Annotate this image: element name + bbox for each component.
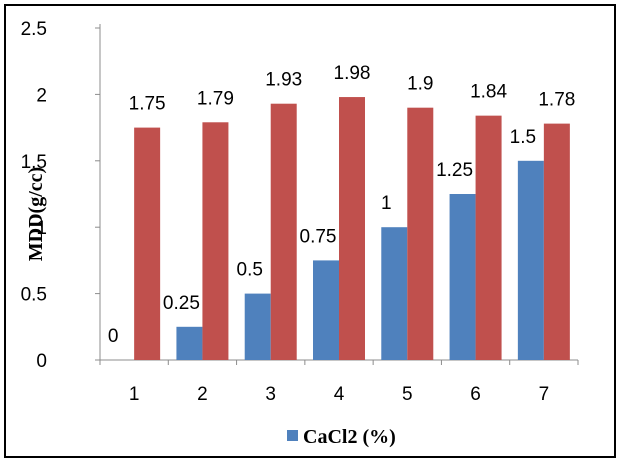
legend-swatch — [287, 430, 298, 441]
y-axis: 0 0.5 1 1.5 2 2.5 — [21, 19, 101, 372]
x-tick-label: 4 — [334, 384, 345, 405]
y-tick-label: 0 — [36, 351, 47, 372]
data-label: 1.79 — [197, 88, 234, 109]
data-label: 1.78 — [538, 90, 575, 111]
x-tick-label: 7 — [539, 384, 550, 405]
data-label: 1.98 — [334, 63, 371, 84]
data-labels: 0 1.75 0.25 1.79 0.5 1.93 0.75 1.98 1 1.9 1.25 1.84… — [108, 63, 575, 347]
bar-red — [475, 115, 502, 360]
data-label: 1.75 — [129, 94, 166, 115]
bar-red — [407, 107, 434, 361]
legend: CaCl2 (%) — [287, 426, 396, 448]
bar-red — [134, 127, 161, 360]
bars — [134, 97, 570, 361]
bar-blue — [176, 326, 203, 360]
y-tick-label: 1.5 — [21, 152, 47, 173]
data-label: 1.93 — [265, 70, 302, 91]
data-label: 1.84 — [470, 82, 507, 103]
x-tick-label: 6 — [470, 384, 481, 405]
bar-red — [270, 103, 297, 361]
bar-blue — [517, 160, 544, 360]
data-label: 0.25 — [163, 293, 200, 314]
bar-blue — [313, 260, 339, 360]
data-label: 1.25 — [436, 160, 473, 181]
y-axis-title: MDD(g/cc) — [25, 167, 47, 261]
data-label: 1.9 — [407, 74, 433, 95]
y-tick-label: 1 — [36, 218, 47, 239]
data-label: 0.75 — [300, 226, 337, 247]
data-label: 1 — [381, 193, 392, 214]
bar-red — [543, 123, 570, 360]
chart-frame — [4, 4, 616, 458]
bar-red — [202, 122, 229, 361]
y-tick-label: 0.5 — [21, 285, 47, 306]
data-label: 0.5 — [237, 260, 263, 281]
x-tick-label: 3 — [265, 384, 276, 405]
bar-blue — [381, 227, 408, 360]
data-label: 1.5 — [510, 127, 536, 148]
x-tick-label: 5 — [402, 384, 413, 405]
x-tick-label: 2 — [197, 384, 208, 405]
bar-red — [339, 97, 365, 360]
legend-label: CaCl2 (%) — [303, 426, 396, 448]
x-axis: 1 2 3 4 5 6 7 — [99, 359, 579, 405]
data-label: 0 — [108, 326, 119, 347]
bar-blue — [449, 194, 476, 360]
x-tick-label: 1 — [129, 384, 140, 405]
bar-blue — [244, 293, 271, 360]
y-tick-label: 2 — [36, 85, 47, 106]
y-tick-label: 2.5 — [21, 19, 47, 40]
